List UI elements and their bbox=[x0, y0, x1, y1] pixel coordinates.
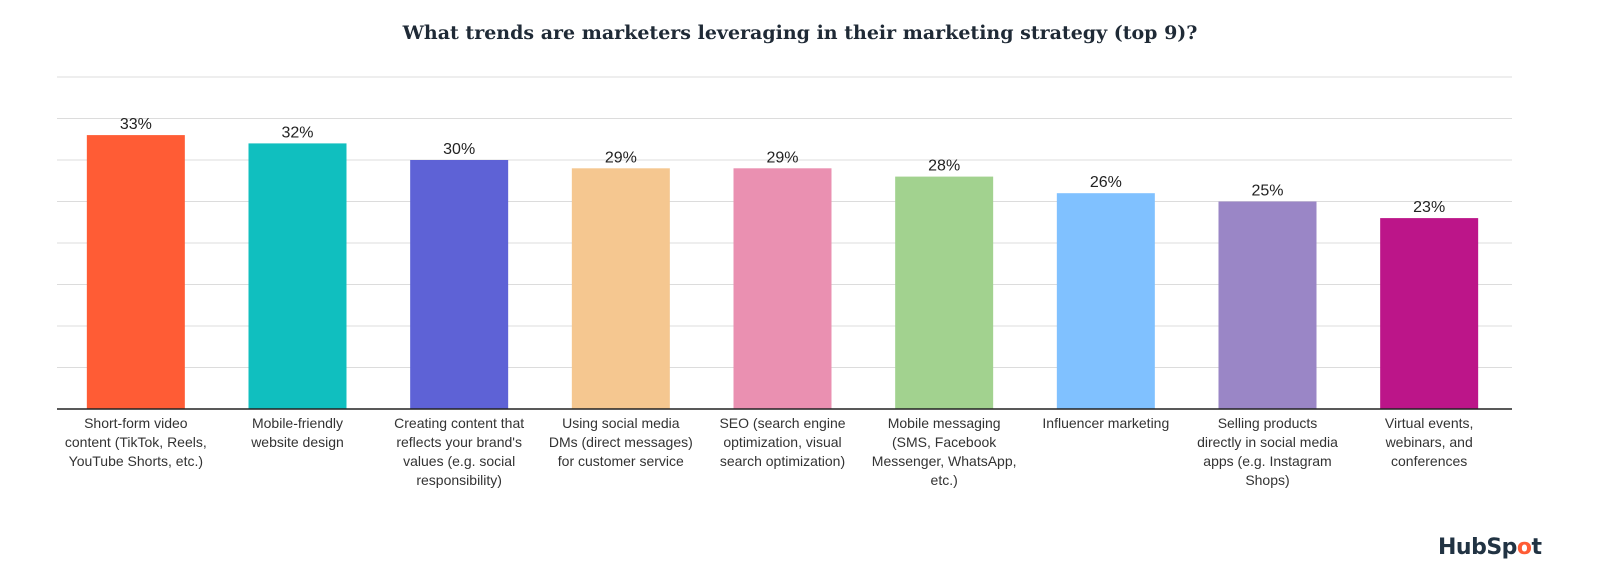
category-label: Short-form video content (TikTok, Reels,… bbox=[64, 415, 207, 469]
bar bbox=[571, 168, 670, 409]
bar bbox=[410, 160, 509, 409]
category-label: Mobile-friendly website design bbox=[251, 415, 344, 450]
category-label: Virtual events, webinars, and conference… bbox=[1384, 415, 1474, 469]
category-label: Creating content that reflects your bran… bbox=[394, 415, 525, 488]
data-label: 32% bbox=[281, 124, 313, 141]
category-label: Using social media DMs (direct messages)… bbox=[548, 415, 693, 469]
bar bbox=[733, 168, 832, 409]
category-label: Influencer marketing bbox=[1042, 415, 1170, 431]
category-label: Selling products directly in social medi… bbox=[1197, 415, 1338, 488]
bar bbox=[895, 176, 994, 409]
category-label: Mobile messaging (SMS, Facebook Messenge… bbox=[871, 415, 1017, 488]
data-label: 33% bbox=[120, 116, 152, 133]
bar bbox=[1218, 201, 1317, 409]
bar bbox=[248, 143, 347, 409]
data-label: 29% bbox=[605, 149, 637, 166]
bar bbox=[86, 135, 185, 409]
hubspot-logo: HubSpot bbox=[1438, 535, 1542, 560]
data-label: 23% bbox=[1413, 199, 1445, 216]
category-label: SEO (search engine optimization, visual … bbox=[719, 415, 846, 469]
bar bbox=[1056, 193, 1155, 409]
chart-title: What trends are marketers leveraging in … bbox=[402, 22, 1198, 44]
data-label: 30% bbox=[443, 141, 475, 158]
data-label: 25% bbox=[1251, 183, 1283, 200]
bar bbox=[1380, 218, 1479, 409]
data-label: 29% bbox=[766, 149, 798, 166]
data-label: 26% bbox=[1090, 174, 1122, 191]
data-label: 28% bbox=[928, 158, 960, 175]
